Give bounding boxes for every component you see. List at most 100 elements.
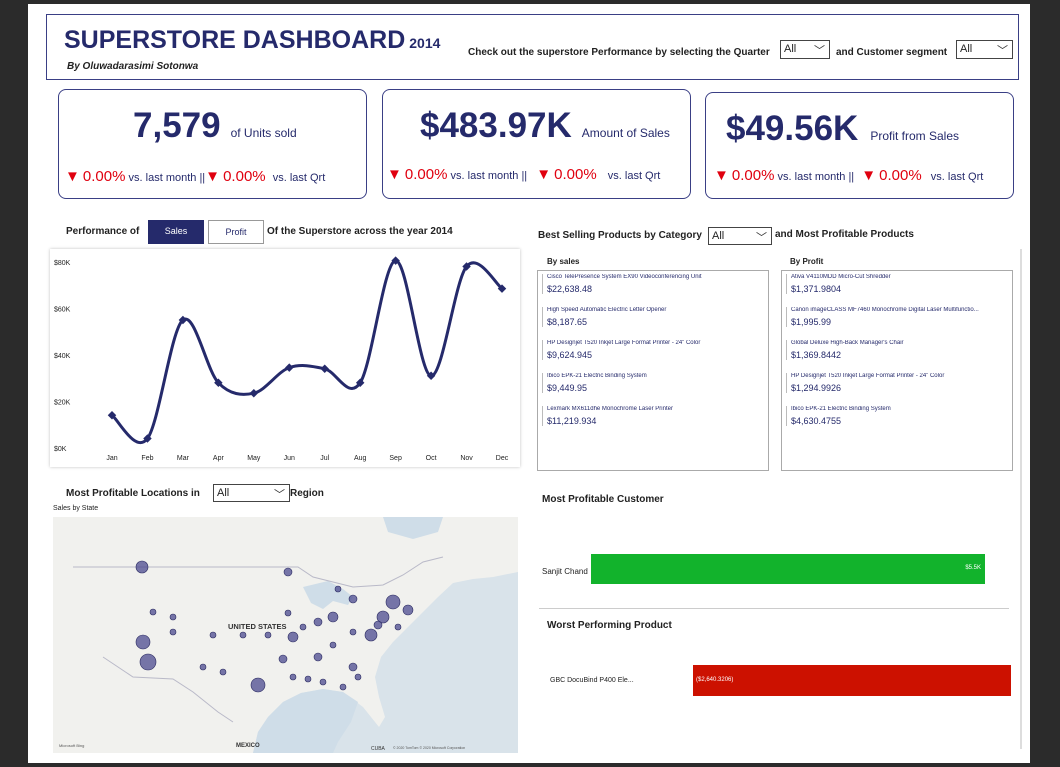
title-year: 2014 bbox=[409, 35, 441, 51]
state-bubble bbox=[289, 673, 297, 681]
down-triangle-icon: ▼ bbox=[65, 168, 80, 185]
quarter-change: 0.00% bbox=[879, 167, 922, 184]
kpi-card-profit: $49.56K Profit from Sales ▼ 0.00% vs. las… bbox=[705, 92, 1014, 199]
y-tick-label: $20K bbox=[54, 400, 71, 407]
profit-toggle-button[interactable]: Profit bbox=[208, 220, 264, 244]
state-bubble bbox=[219, 668, 227, 676]
by-profit-list[interactable]: Ativa V4110MDD Micro-Cut Shredder $1,371.… bbox=[781, 270, 1013, 471]
down-triangle-icon: ▼ bbox=[714, 167, 729, 184]
header-box: SUPERSTORE DASHBOARD 2014 By Oluwadarasim… bbox=[46, 14, 1019, 80]
product-value: $1,371.9804 bbox=[791, 284, 842, 294]
list-item[interactable]: Ativa V4110MDD Micro-Cut Shredder $1,371.… bbox=[786, 274, 1006, 294]
products-title-suffix: and Most Profitable Products bbox=[775, 229, 914, 240]
data-point bbox=[320, 364, 329, 374]
performance-prefix: Performance of bbox=[66, 226, 140, 237]
state-bubble bbox=[304, 675, 312, 683]
chevron-down-icon: ﹀ bbox=[814, 45, 825, 57]
by-sales-title: By sales bbox=[547, 257, 580, 266]
down-triangle-icon: ▼ bbox=[536, 166, 552, 183]
category-dropdown[interactable]: All ﹀ bbox=[708, 227, 772, 245]
worst-product-name: GBC DocuBind P400 Ele... bbox=[550, 677, 634, 684]
product-value: $1,995.99 bbox=[791, 317, 832, 327]
state-bubble bbox=[264, 631, 272, 639]
region-dropdown[interactable]: All ﹀ bbox=[213, 484, 290, 502]
separator: || bbox=[199, 172, 206, 184]
product-value: $22,638.48 bbox=[547, 284, 593, 294]
list-item[interactable]: Cisco TelePresence System EX90 Videoconf… bbox=[542, 274, 762, 294]
y-tick-label: $0K bbox=[54, 446, 67, 453]
product-name: High Speed Automatic Electric Letter Ope… bbox=[547, 307, 667, 313]
products-panel: By sales By Profit Cisco TelePresence Sy… bbox=[537, 249, 1022, 749]
sales-toggle-button[interactable]: Sales bbox=[148, 220, 204, 244]
state-bubble bbox=[283, 567, 293, 577]
x-tick-label: Oct bbox=[426, 455, 437, 462]
state-bubble bbox=[354, 673, 362, 681]
month-label: vs. last month bbox=[777, 171, 846, 183]
country-label-cuba: CUBA bbox=[371, 746, 386, 752]
worst-bar[interactable]: ($2,640.3206) bbox=[693, 665, 1011, 696]
country-label-mexico: MEXICO bbox=[236, 743, 260, 749]
quarter-label: vs. last Qrt bbox=[930, 171, 984, 183]
product-name: Cisco TelePresence System EX90 Videoconf… bbox=[547, 274, 702, 280]
title-text: SUPERSTORE DASHBOARD bbox=[64, 26, 406, 54]
quarter-change: 0.00% bbox=[223, 168, 266, 185]
locations-prefix: Most Profitable Locations in bbox=[66, 488, 200, 499]
month-change: 0.00% bbox=[82, 168, 126, 185]
kpi-label: Amount of Sales bbox=[581, 126, 670, 140]
list-item[interactable]: High Speed Automatic Electric Letter Ope… bbox=[542, 307, 762, 327]
kpi-card-sales: $483.97K Amount of Sales ▼ 0.00% vs. last… bbox=[382, 89, 691, 199]
kpi-comparison: ▼ 0.00% vs. last month ||▼ 0.00% vs. las… bbox=[65, 168, 325, 185]
data-point bbox=[497, 284, 507, 293]
worst-value: ($2,640.3206) bbox=[696, 677, 734, 683]
down-triangle-icon: ▼ bbox=[861, 167, 877, 184]
quarter-label: vs. last Qrt bbox=[607, 170, 661, 182]
product-name: Ibico EPK-21 Electric Binding System bbox=[547, 373, 647, 379]
customer-bar[interactable]: $5.5K bbox=[591, 554, 985, 584]
list-item[interactable]: Ibico EPK-21 Electric Binding System $9,4… bbox=[542, 373, 762, 393]
month-label: vs. last month bbox=[450, 170, 519, 182]
data-point bbox=[355, 378, 365, 387]
products-title: Best Selling Products by Category bbox=[538, 230, 702, 241]
list-item[interactable]: Lexmark MX611dhe Monochrome Laser Printe… bbox=[542, 406, 762, 426]
state-bubble bbox=[376, 610, 390, 624]
product-value: $11,219.934 bbox=[547, 416, 597, 426]
state-bubble bbox=[239, 631, 247, 639]
category-value: All bbox=[712, 230, 725, 242]
list-item[interactable]: Ibico EPK-21 Electric Binding System $4,6… bbox=[786, 406, 1006, 426]
gulf-of-mexico bbox=[253, 689, 358, 753]
state-bubble bbox=[135, 560, 149, 574]
kpi-comparison: ▼ 0.00% vs. last month || ▼ 0.00% vs. la… bbox=[714, 167, 983, 184]
customer-value: $5.5K bbox=[965, 565, 981, 571]
list-item[interactable]: Canon imageCLASS MF7460 Monochrome Digit… bbox=[786, 307, 1006, 327]
kpi-card-units: 7,579 of Units sold ▼ 0.00% vs. last mont… bbox=[58, 89, 367, 199]
kpi-label: of Units sold bbox=[230, 126, 297, 140]
by-sales-list[interactable]: Cisco TelePresence System EX90 Videoconf… bbox=[537, 270, 769, 471]
state-bubbles bbox=[135, 560, 414, 693]
chevron-down-icon: ﹀ bbox=[997, 45, 1008, 57]
y-tick-label: $40K bbox=[54, 353, 71, 360]
state-bubble bbox=[373, 620, 383, 630]
data-point bbox=[249, 388, 259, 398]
kpi-value: $49.56K bbox=[726, 109, 859, 148]
kpi-comparison: ▼ 0.00% vs. last month || ▼ 0.00% vs. la… bbox=[387, 166, 660, 183]
product-value: $8,187.65 bbox=[547, 317, 588, 327]
list-item[interactable]: HP Designjet T520 Inkjet Large Format Pr… bbox=[786, 373, 1006, 393]
segment-dropdown[interactable]: All ﹀ bbox=[956, 40, 1013, 59]
state-bubble bbox=[135, 634, 151, 650]
map-attribution: © 2020 TomTom © 2020 Microsoft Corporati… bbox=[393, 746, 465, 750]
quarter-dropdown[interactable]: All ﹀ bbox=[780, 40, 830, 59]
x-tick-label: Nov bbox=[460, 455, 473, 462]
product-value: $1,369.8442 bbox=[791, 350, 842, 360]
x-tick-label: Apr bbox=[213, 455, 225, 462]
quarter-prompt: Check out the superstore Performance by … bbox=[468, 47, 770, 58]
state-bubble bbox=[169, 613, 177, 621]
product-name: Global Deluxe High-Back Manager's Chair bbox=[791, 340, 904, 346]
list-item[interactable]: Global Deluxe High-Back Manager's Chair $… bbox=[786, 340, 1006, 360]
list-item[interactable]: HP Designjet T520 Inkjet Large Format Pr… bbox=[542, 340, 762, 360]
performance-suffix: Of the Superstore across the year 2014 bbox=[267, 226, 453, 237]
y-tick-label: $60K bbox=[54, 307, 71, 314]
y-tick-label: $80K bbox=[54, 260, 71, 267]
product-name: Lexmark MX611dhe Monochrome Laser Printe… bbox=[547, 406, 673, 412]
sales-by-state-map[interactable]: UNITED STATES MEXICO CUBA © 2020 TomTom … bbox=[53, 517, 518, 753]
region-value: All bbox=[217, 487, 230, 499]
